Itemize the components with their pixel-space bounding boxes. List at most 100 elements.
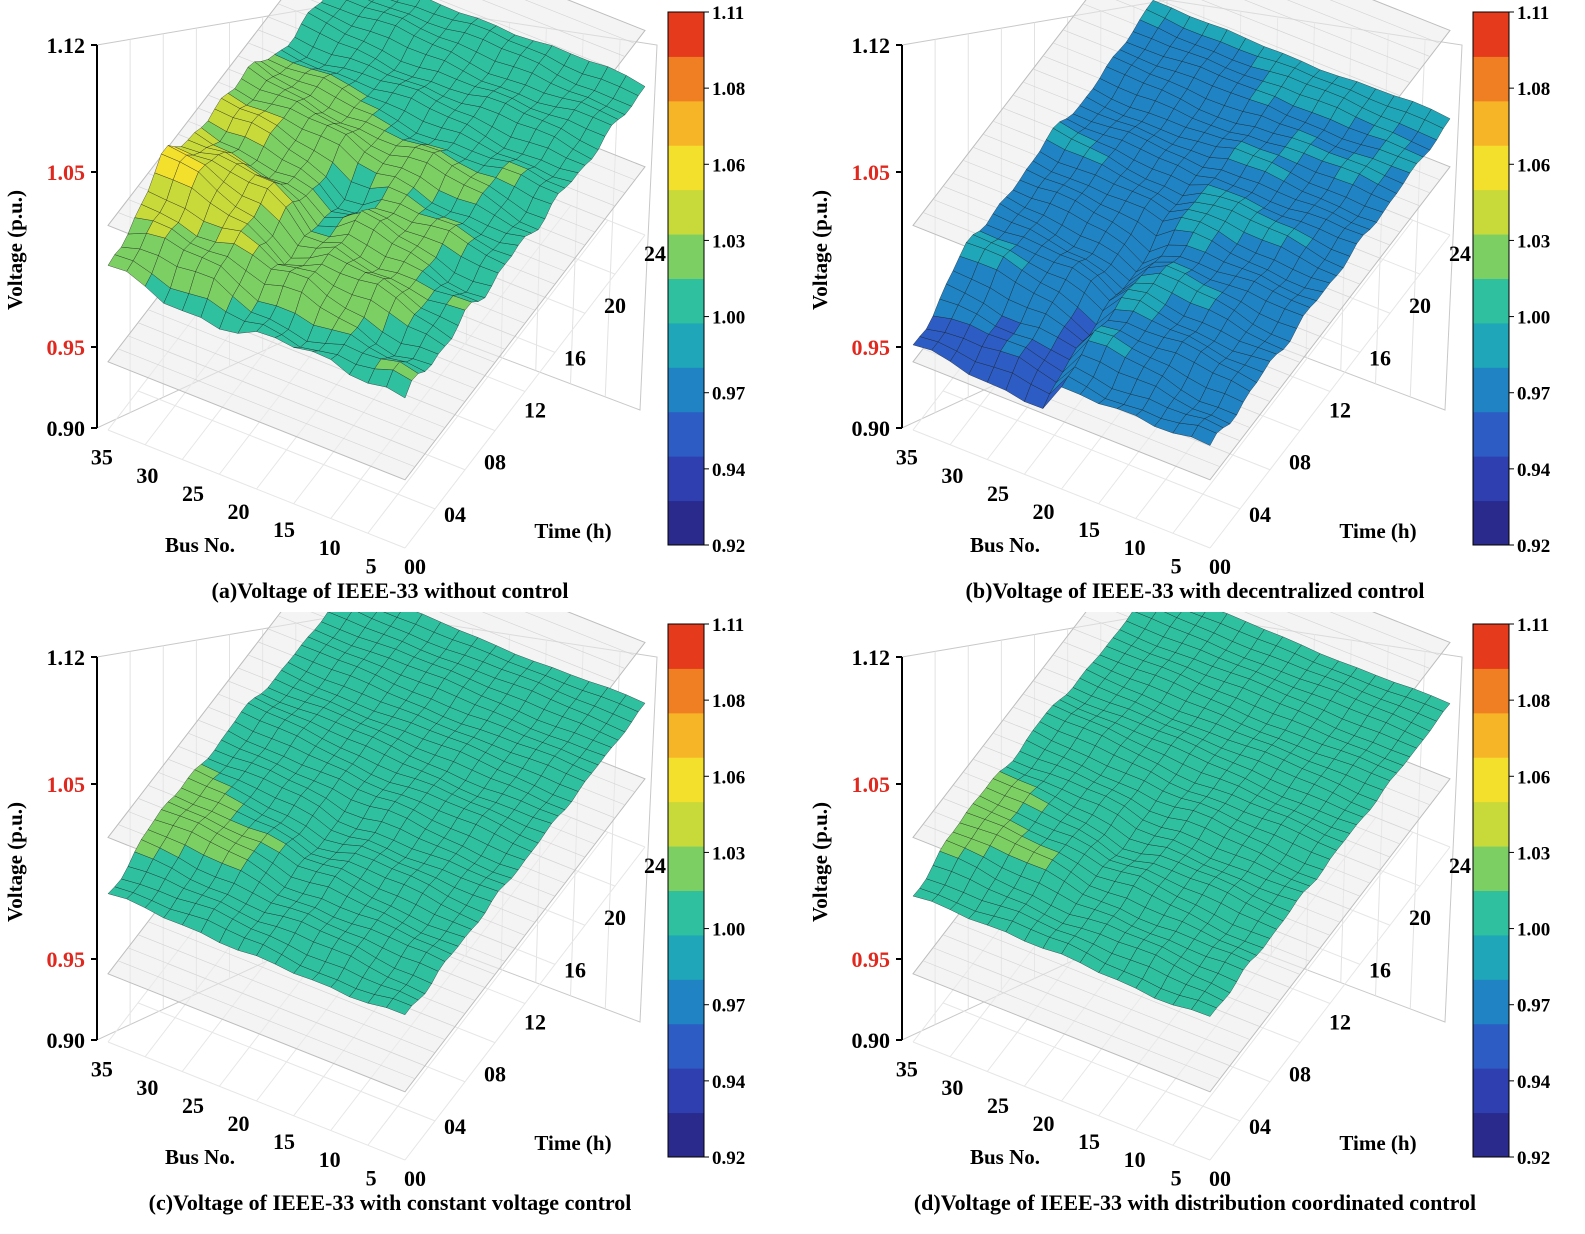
chart-caption: (d)Voltage of IEEE-33 with distribution … <box>913 1190 1477 1215</box>
colorbar-tick-label: 0.97 <box>712 384 746 405</box>
surface-cell <box>619 75 646 96</box>
chart-caption: (b)Voltage of IEEE-33 with decentralized… <box>965 578 1425 603</box>
time-tick-label: 12 <box>1329 398 1351 423</box>
limit-plane-gridline <box>117 348 416 468</box>
colorbar-band <box>668 500 704 546</box>
surface-cell <box>1189 612 1206 617</box>
bus-tick-label: 5 <box>366 553 377 578</box>
colorbar-band <box>668 456 704 502</box>
time-axis-label: Time (h) <box>534 519 611 543</box>
time-axis-label: Time (h) <box>1339 1131 1416 1155</box>
colorbar-tick-label: 1.03 <box>712 231 745 252</box>
limit-plane-gridline <box>1286 0 1431 57</box>
surface-cell <box>383 612 401 618</box>
bus-tick-label: 25 <box>182 1093 204 1118</box>
colorbar-band <box>1473 757 1509 803</box>
z-tick-label: 1.05 <box>47 160 86 185</box>
colorbar-band <box>668 1068 704 1114</box>
z-tick-label: 1.05 <box>852 772 891 797</box>
bus-tick-label: 15 <box>1078 517 1100 542</box>
surface-chart-d: 1.12 1.05 0.95 0.90 Voltage (p.u.) 35 30 25 20 15… <box>808 612 1551 1190</box>
colorbar-band <box>668 1112 704 1158</box>
bus-tick-label: 10 <box>319 535 341 560</box>
colorbar-tick-label: 1.08 <box>712 79 745 100</box>
colorbar-band <box>1473 12 1509 57</box>
colorbar-band <box>1473 456 1509 502</box>
z-tick-label: 1.12 <box>47 33 86 58</box>
colorbar-band <box>668 757 704 803</box>
limit-plane-gridline <box>127 947 426 1067</box>
bus-tick-label: 5 <box>366 1165 377 1190</box>
time-tick-label: 24 <box>1449 241 1471 266</box>
colorbar-tick-label: 0.94 <box>712 1072 746 1093</box>
colorbar-band <box>1473 367 1509 413</box>
colorbar-band <box>1473 234 1509 279</box>
colorbar-band <box>668 890 704 936</box>
chart-panel-d: 1.12 1.05 0.95 0.90 Voltage (p.u.) 35 30 25 20 15… <box>805 612 1585 1222</box>
z-tick-label: 0.95 <box>852 947 891 972</box>
colorbar-tick-label: 0.92 <box>712 1148 745 1169</box>
time-tick-label: 04 <box>1249 502 1271 527</box>
limit-plane-gridline <box>524 0 636 44</box>
z-tick-label: 1.05 <box>852 160 891 185</box>
time-tick-label: 08 <box>484 450 506 475</box>
colorbar-band <box>668 234 704 279</box>
time-tick-label: 08 <box>1289 1062 1311 1087</box>
colorbar-band <box>668 100 704 146</box>
z-tick-label: 0.90 <box>47 416 86 441</box>
colorbar-tick-label: 1.03 <box>712 843 745 864</box>
colorbar-band <box>1473 668 1509 714</box>
colorbar-band <box>1473 100 1509 146</box>
bus-tick-label: 5 <box>1171 553 1182 578</box>
colorbar-band <box>1473 846 1509 891</box>
limit-plane-gridline <box>147 309 446 428</box>
bus-axis-label: Bus No. <box>970 533 1040 557</box>
time-tick-label: 20 <box>1409 905 1431 930</box>
bus-tick-label: 15 <box>1078 1129 1100 1154</box>
colorbar-frame <box>1472 11 1510 546</box>
colorbar-band <box>668 278 704 324</box>
time-tick-label: 16 <box>564 345 586 370</box>
time-tick-label: 12 <box>1329 1010 1351 1035</box>
time-tick-label: 04 <box>444 1114 466 1139</box>
limit-plane-gridline <box>1244 0 1421 70</box>
colorbar-band <box>668 801 704 847</box>
colorbar-band <box>1473 934 1509 980</box>
colorbar-tick-label: 0.94 <box>1517 460 1551 481</box>
colorbar-band <box>1473 322 1509 368</box>
z-axis-label: Voltage (p.u.) <box>808 802 832 922</box>
colorbar-tick-label: 0.97 <box>712 996 746 1017</box>
chart-panel-c: 1.12 1.05 0.95 0.90 Voltage (p.u.) 35 30 25 20 15… <box>0 612 780 1222</box>
colorbar-tick-label: 1.03 <box>1517 843 1550 864</box>
colorbar-tick-label: 1.08 <box>712 691 745 712</box>
voltage-surface <box>912 612 1451 1017</box>
time-axis-label: Time (h) <box>1339 519 1416 543</box>
time-tick-label: 12 <box>524 1010 546 1035</box>
colorbar-tick-label: 1.06 <box>712 155 745 176</box>
colorbar-band <box>1473 890 1509 936</box>
limit-plane-gridline <box>1286 612 1431 669</box>
colorbar-tick-label: 1.06 <box>1517 155 1550 176</box>
z-axis-label: Voltage (p.u.) <box>808 190 832 310</box>
colorbar-band <box>1473 189 1509 235</box>
time-tick-label: 04 <box>1249 1114 1271 1139</box>
z-tick-label: 0.95 <box>47 335 86 360</box>
time-tick-label: 16 <box>564 957 586 982</box>
limit-plane-gridline <box>117 960 416 1080</box>
surface-cell <box>1424 695 1451 712</box>
z-tick-label: 1.12 <box>852 645 891 670</box>
colorbar-tick-label: 1.00 <box>1517 308 1550 329</box>
bus-axis-label: Bus No. <box>165 533 235 557</box>
limit-plane-gridline <box>1329 612 1441 656</box>
z-tick-label: 0.95 <box>47 947 86 972</box>
bus-tick-label: 35 <box>91 445 113 470</box>
colorbar-band <box>668 712 704 758</box>
colorbar-tick-label: 1.03 <box>1517 231 1550 252</box>
colorbar-band <box>1473 801 1509 847</box>
colorbar-band <box>1473 712 1509 758</box>
chart-caption: (c)Voltage of IEEE-33 with constant volt… <box>148 1190 632 1215</box>
colorbar-tick-label: 1.11 <box>712 615 744 636</box>
colorbar-band <box>1473 145 1509 191</box>
time-tick-label: 04 <box>444 502 466 527</box>
time-tick-label: 24 <box>644 241 666 266</box>
